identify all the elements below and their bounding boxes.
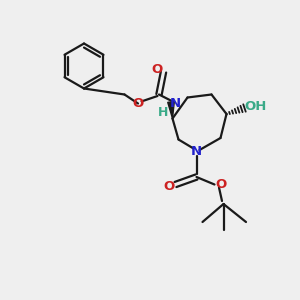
Text: O: O <box>215 178 226 191</box>
Text: H: H <box>158 106 168 119</box>
Text: N: N <box>170 97 181 110</box>
Text: N: N <box>191 145 202 158</box>
Text: OH: OH <box>245 100 267 113</box>
Text: O: O <box>132 97 144 110</box>
Polygon shape <box>168 102 174 118</box>
Text: O: O <box>151 62 163 76</box>
Text: O: O <box>163 179 175 193</box>
